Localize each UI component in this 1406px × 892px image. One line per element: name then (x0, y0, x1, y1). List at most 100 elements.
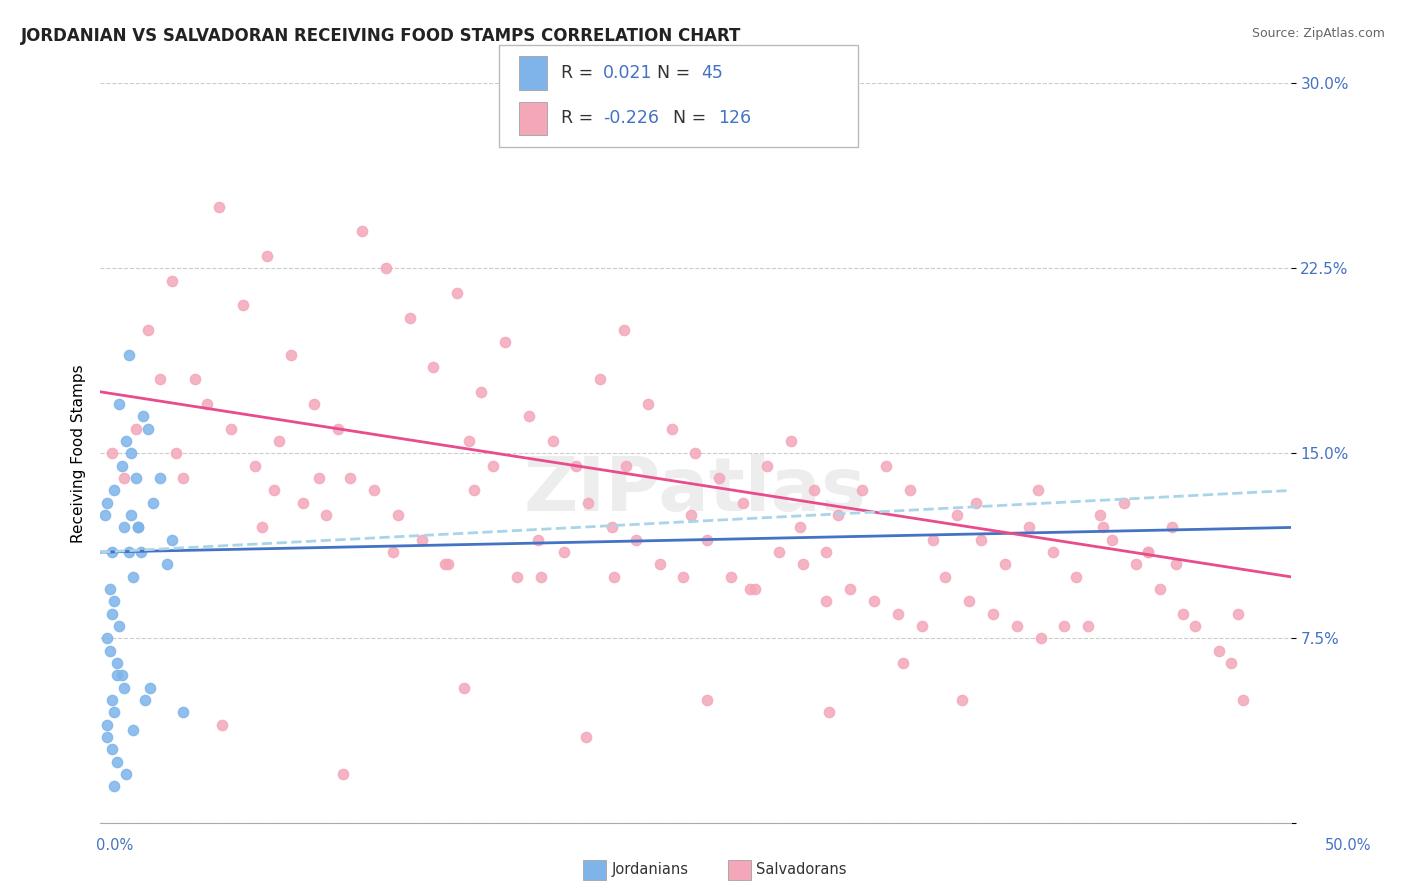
Point (118, 348, 141, 362)
Point (600, 520, 623, 534)
Point (149, 471, 172, 485)
Point (553, 545, 575, 559)
Point (827, 508, 849, 522)
Point (817, 706, 839, 720)
Point (792, 558, 814, 572)
Point (132, 409, 155, 424)
Point (339, 471, 361, 485)
Point (127, 520, 149, 534)
Text: Source: ZipAtlas.com: Source: ZipAtlas.com (1251, 27, 1385, 40)
Point (815, 545, 838, 559)
Text: 0.0%: 0.0% (96, 838, 132, 853)
Point (256, 249, 278, 263)
Point (970, 533, 993, 547)
Point (696, 533, 718, 547)
Point (1184, 619, 1206, 633)
Point (789, 520, 811, 534)
Point (208, 200, 231, 214)
Point (96, 632, 118, 646)
Point (731, 496, 754, 510)
Point (211, 718, 233, 732)
Point (950, 693, 973, 707)
Point (350, 224, 373, 238)
Text: 0.021: 0.021 (603, 64, 652, 82)
Point (108, 397, 131, 411)
Point (696, 693, 718, 707)
Point (156, 558, 179, 572)
Point (661, 422, 683, 436)
Point (141, 496, 163, 510)
Point (120, 508, 142, 522)
Point (458, 434, 481, 449)
Point (1026, 483, 1049, 498)
Point (94, 508, 117, 522)
Point (267, 434, 290, 449)
Point (957, 594, 980, 608)
Point (1136, 545, 1159, 559)
Point (105, 755, 128, 769)
Point (98, 582, 121, 596)
Point (740, 582, 762, 596)
Point (184, 372, 207, 386)
Point (463, 483, 485, 498)
Text: -0.226: -0.226 (603, 110, 659, 128)
Point (134, 693, 156, 707)
Point (149, 372, 172, 386)
Point (112, 471, 135, 485)
Point (115, 767, 138, 781)
Point (1005, 619, 1028, 633)
Point (1029, 632, 1052, 646)
Point (103, 483, 125, 498)
Point (304, 397, 326, 411)
Point (1077, 619, 1099, 633)
Point (527, 533, 550, 547)
Point (614, 458, 637, 473)
Point (374, 261, 396, 276)
Point (875, 458, 897, 473)
Point (863, 594, 886, 608)
Point (108, 619, 131, 633)
Point (434, 558, 457, 572)
Point (755, 458, 778, 473)
Point (613, 323, 636, 337)
Point (910, 619, 932, 633)
Point (263, 483, 285, 498)
Point (195, 397, 218, 411)
Point (382, 545, 405, 559)
Point (506, 570, 529, 584)
Point (291, 496, 314, 510)
Point (96, 496, 118, 510)
Point (494, 335, 516, 350)
Point (517, 409, 540, 424)
Point (103, 594, 125, 608)
Point (363, 483, 385, 498)
Y-axis label: Receiving Food Stamps: Receiving Food Stamps (72, 364, 86, 542)
Point (172, 471, 194, 485)
Point (1166, 558, 1188, 572)
Point (105, 668, 128, 682)
Point (1220, 656, 1243, 670)
Point (851, 483, 873, 498)
Point (744, 582, 766, 596)
Point (981, 607, 1004, 621)
Point (136, 323, 159, 337)
Point (1018, 520, 1040, 534)
Point (1053, 619, 1076, 633)
Point (672, 570, 695, 584)
Point (129, 545, 152, 559)
Point (779, 434, 801, 449)
Point (101, 742, 124, 756)
Point (105, 656, 128, 670)
Point (1112, 496, 1135, 510)
Point (637, 397, 659, 411)
Point (803, 483, 825, 498)
Point (815, 594, 838, 608)
Point (101, 607, 124, 621)
Point (232, 298, 254, 312)
Point (575, 730, 598, 744)
Point (891, 656, 914, 670)
Text: JORDANIAN VS SALVADORAN RECEIVING FOOD STAMPS CORRELATION CHART: JORDANIAN VS SALVADORAN RECEIVING FOOD S… (21, 27, 741, 45)
Point (541, 434, 564, 449)
Point (127, 520, 149, 534)
Text: Salvadorans: Salvadorans (756, 863, 846, 877)
